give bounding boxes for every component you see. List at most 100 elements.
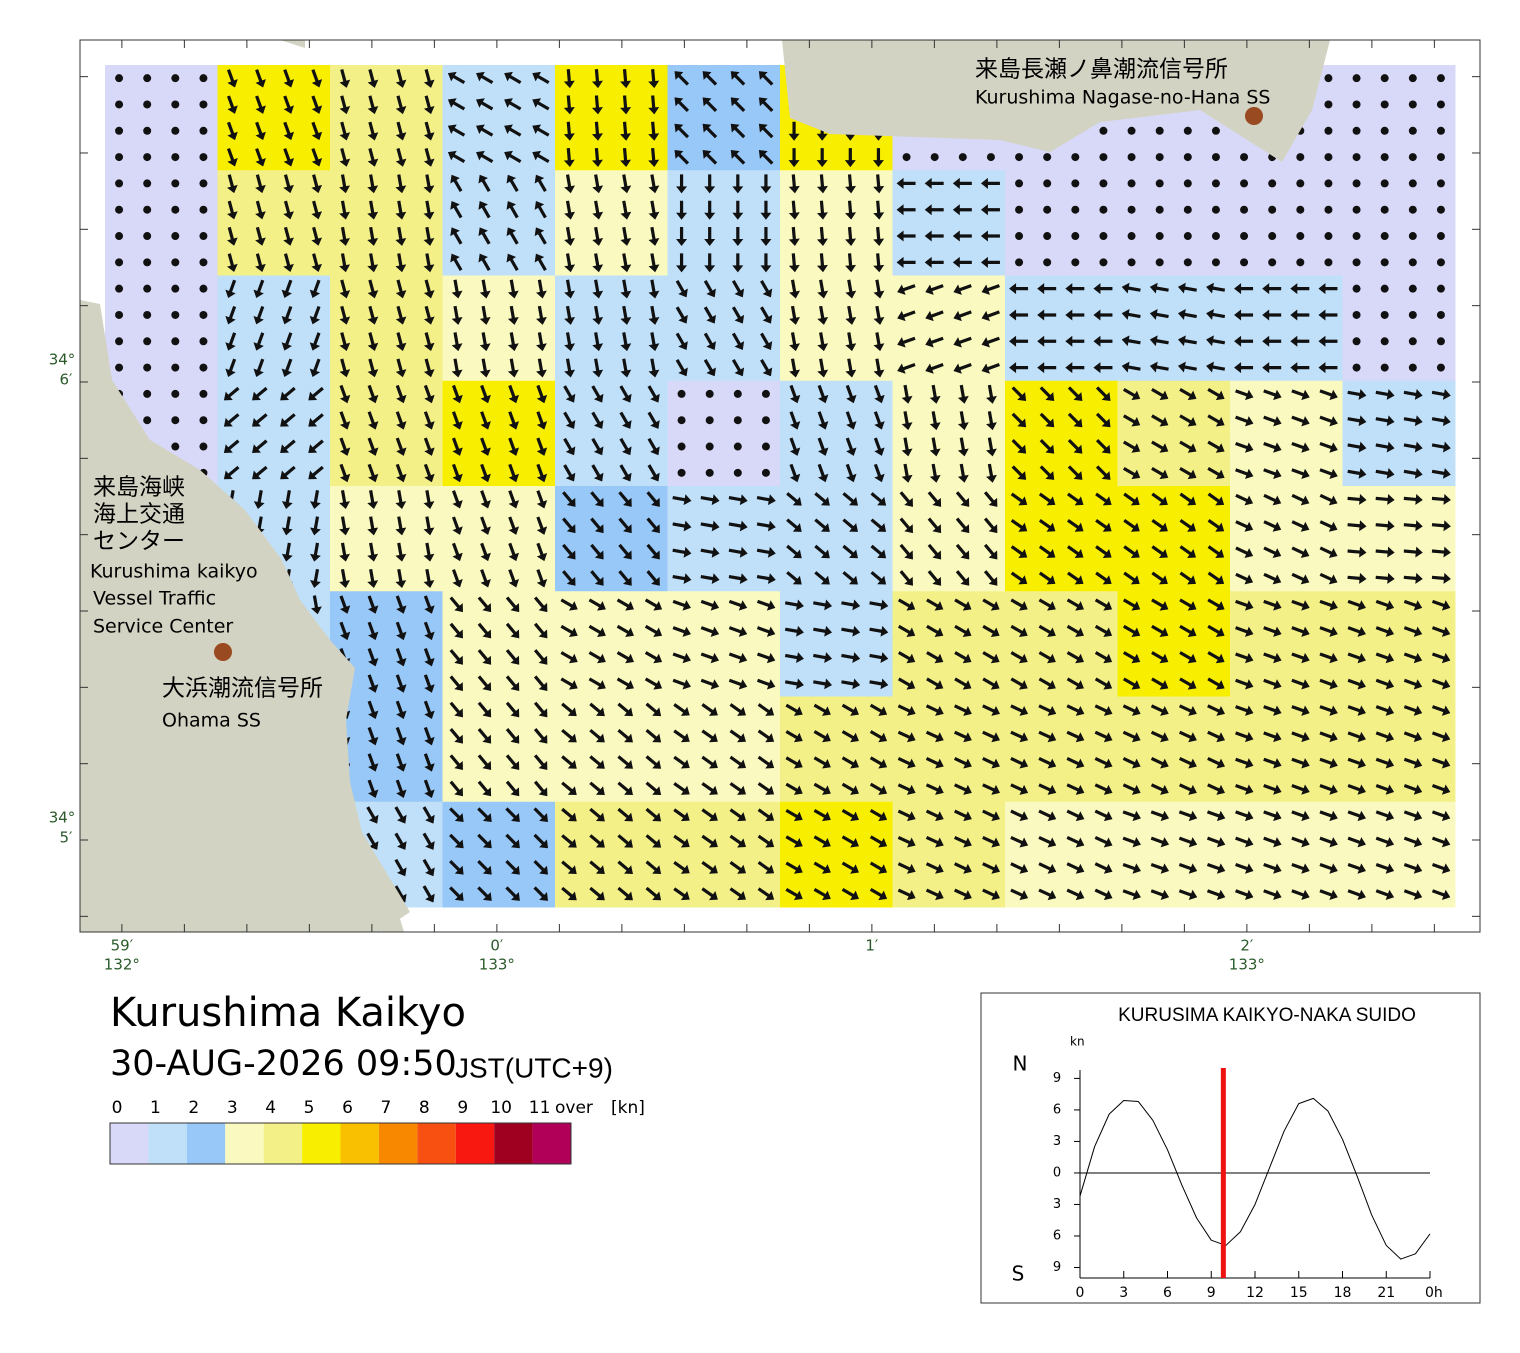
current-arrow — [701, 887, 718, 901]
current-arrow — [1179, 414, 1197, 427]
current-dot — [1127, 205, 1136, 214]
current-arrow — [395, 147, 407, 167]
current-dot — [1408, 337, 1417, 346]
current-arrow — [339, 621, 351, 641]
current-arrow — [1375, 757, 1395, 769]
x-tick-label: 133° — [1229, 956, 1265, 974]
current-dot — [1099, 126, 1108, 135]
current-arrow — [1291, 415, 1310, 427]
current-arrow — [644, 651, 663, 664]
current-dot — [1296, 153, 1305, 162]
current-arrow — [1094, 862, 1113, 874]
current-arrow — [508, 516, 520, 535]
current-arrow — [899, 570, 913, 586]
current-arrow — [536, 463, 548, 483]
current-arrow — [845, 358, 857, 378]
timezone: JST(UTC+9) — [455, 1052, 613, 1083]
current-arrow — [842, 571, 858, 585]
current-arrow — [983, 491, 998, 507]
current-arrow — [1037, 335, 1057, 347]
current-arrow — [479, 358, 491, 378]
current-dot — [1352, 258, 1361, 267]
current-arrow — [283, 148, 295, 167]
y-tick-label: 6 — [1053, 1228, 1061, 1243]
current-arrow — [367, 174, 379, 194]
current-arrow — [1235, 889, 1254, 901]
current-arrow — [1347, 784, 1366, 795]
current-arrow — [1403, 784, 1423, 795]
current-arrow — [227, 226, 238, 246]
current-arrow — [1122, 466, 1141, 480]
current-arrow — [1067, 439, 1083, 454]
current-arrow — [789, 358, 800, 378]
current-arrow — [1207, 624, 1225, 637]
vts-name-en: Kurushima kaikyo — [90, 561, 258, 583]
current-arrow — [925, 757, 944, 769]
current-arrow — [1010, 677, 1028, 690]
current-arrow — [924, 256, 944, 268]
current-arrow — [1037, 309, 1057, 321]
current-arrow — [785, 782, 803, 795]
current-arrow — [672, 652, 691, 664]
current-arrow — [564, 200, 575, 220]
current-arrow — [953, 310, 972, 322]
current-arrow — [223, 439, 240, 453]
y-tick-label: 34° — [49, 350, 76, 368]
current-arrow — [536, 490, 548, 509]
current-arrow — [675, 358, 688, 377]
current-arrow — [395, 648, 407, 667]
current-arrow — [1151, 518, 1168, 532]
current-arrow — [1319, 493, 1338, 506]
current-arrow — [1039, 386, 1055, 401]
current-arrow — [561, 755, 577, 769]
speed-cell — [667, 380, 781, 487]
current-arrow — [1178, 810, 1198, 822]
current-arrow — [1095, 439, 1111, 454]
current-arrow — [1067, 571, 1084, 585]
legend-swatch — [302, 1123, 341, 1164]
current-arrow — [1431, 889, 1451, 901]
current-arrow — [645, 860, 662, 874]
current-arrow — [620, 226, 632, 246]
current-arrow — [673, 729, 690, 743]
current-arrow — [451, 411, 463, 430]
legend-swatch — [186, 1123, 226, 1164]
current-arrow — [700, 494, 720, 506]
current-arrow — [395, 726, 407, 746]
current-dot — [171, 337, 180, 346]
current-arrow — [339, 174, 350, 194]
current-arrow — [672, 494, 692, 506]
current-arrow — [592, 226, 604, 246]
current-arrow — [897, 336, 916, 348]
current-arrow — [226, 148, 238, 167]
current-dot — [199, 310, 208, 319]
legend: 0 1 2 3 4 5 6 7 8 9 10 11 over [kn] — [109, 1098, 645, 1165]
current-arrow — [1375, 678, 1395, 690]
current-arrow — [1038, 545, 1056, 559]
current-arrow — [339, 595, 351, 614]
current-arrow — [730, 150, 746, 165]
current-arrow — [953, 336, 972, 348]
y-tick-label: 6 — [1053, 1102, 1061, 1117]
current-arrow — [869, 861, 888, 874]
current-arrow — [423, 779, 435, 798]
current-dot — [143, 205, 152, 214]
current-arrow — [700, 626, 720, 637]
current-arrow — [1123, 518, 1140, 532]
current-arrow — [480, 411, 491, 430]
current-dot — [705, 442, 714, 451]
current-arrow — [1067, 465, 1083, 480]
current-arrow — [841, 730, 859, 743]
current-arrow — [339, 516, 350, 536]
current-arrow — [311, 595, 322, 615]
current-dot — [761, 389, 770, 398]
current-dot — [171, 310, 180, 319]
current-arrow — [255, 253, 266, 273]
current-arrow — [1151, 571, 1168, 585]
legend-tick-label: 8 — [419, 1098, 430, 1118]
current-arrow — [929, 384, 941, 404]
current-arrow — [702, 71, 718, 86]
vts-name-en: Vessel Traffic — [93, 588, 216, 610]
current-arrow — [1206, 309, 1226, 320]
current-arrow — [1375, 520, 1395, 532]
